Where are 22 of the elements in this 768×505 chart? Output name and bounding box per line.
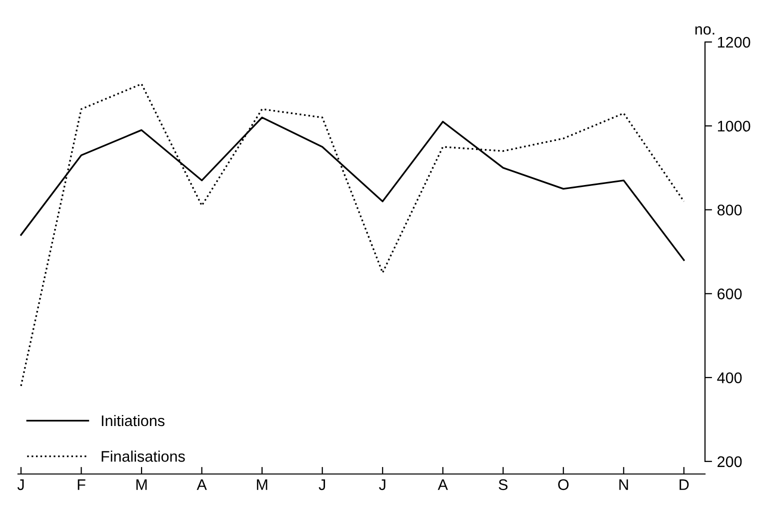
x-tick-label: J bbox=[379, 479, 386, 490]
y-tick-label: 1000 bbox=[718, 120, 750, 132]
x-tick-label: O bbox=[558, 479, 569, 490]
y-tick-label: 800 bbox=[717, 204, 742, 216]
legend-label: Initiations bbox=[102, 414, 164, 426]
y-tick-label: 400 bbox=[717, 372, 742, 384]
x-tick-label: M bbox=[136, 479, 147, 490]
line-series bbox=[20, 83, 685, 387]
y-tick-label: 1200 bbox=[718, 36, 750, 48]
legend-label: Finalisations bbox=[102, 450, 185, 462]
x-tick-label: M bbox=[256, 479, 268, 490]
y-tick-label: 600 bbox=[718, 288, 742, 300]
x-tick-label: F bbox=[78, 479, 86, 490]
x-tick-label: A bbox=[438, 479, 448, 490]
x-tick-label: D bbox=[680, 479, 689, 490]
x-tick-label: S bbox=[498, 479, 508, 490]
x-tick-label: J bbox=[17, 479, 24, 490]
x-tick-label: A bbox=[196, 479, 207, 490]
x-tick-label: N bbox=[619, 479, 628, 490]
x-tick-label: J bbox=[318, 479, 326, 490]
y-axis-title: no. bbox=[695, 26, 714, 35]
y-tick-label: 200 bbox=[718, 456, 742, 468]
